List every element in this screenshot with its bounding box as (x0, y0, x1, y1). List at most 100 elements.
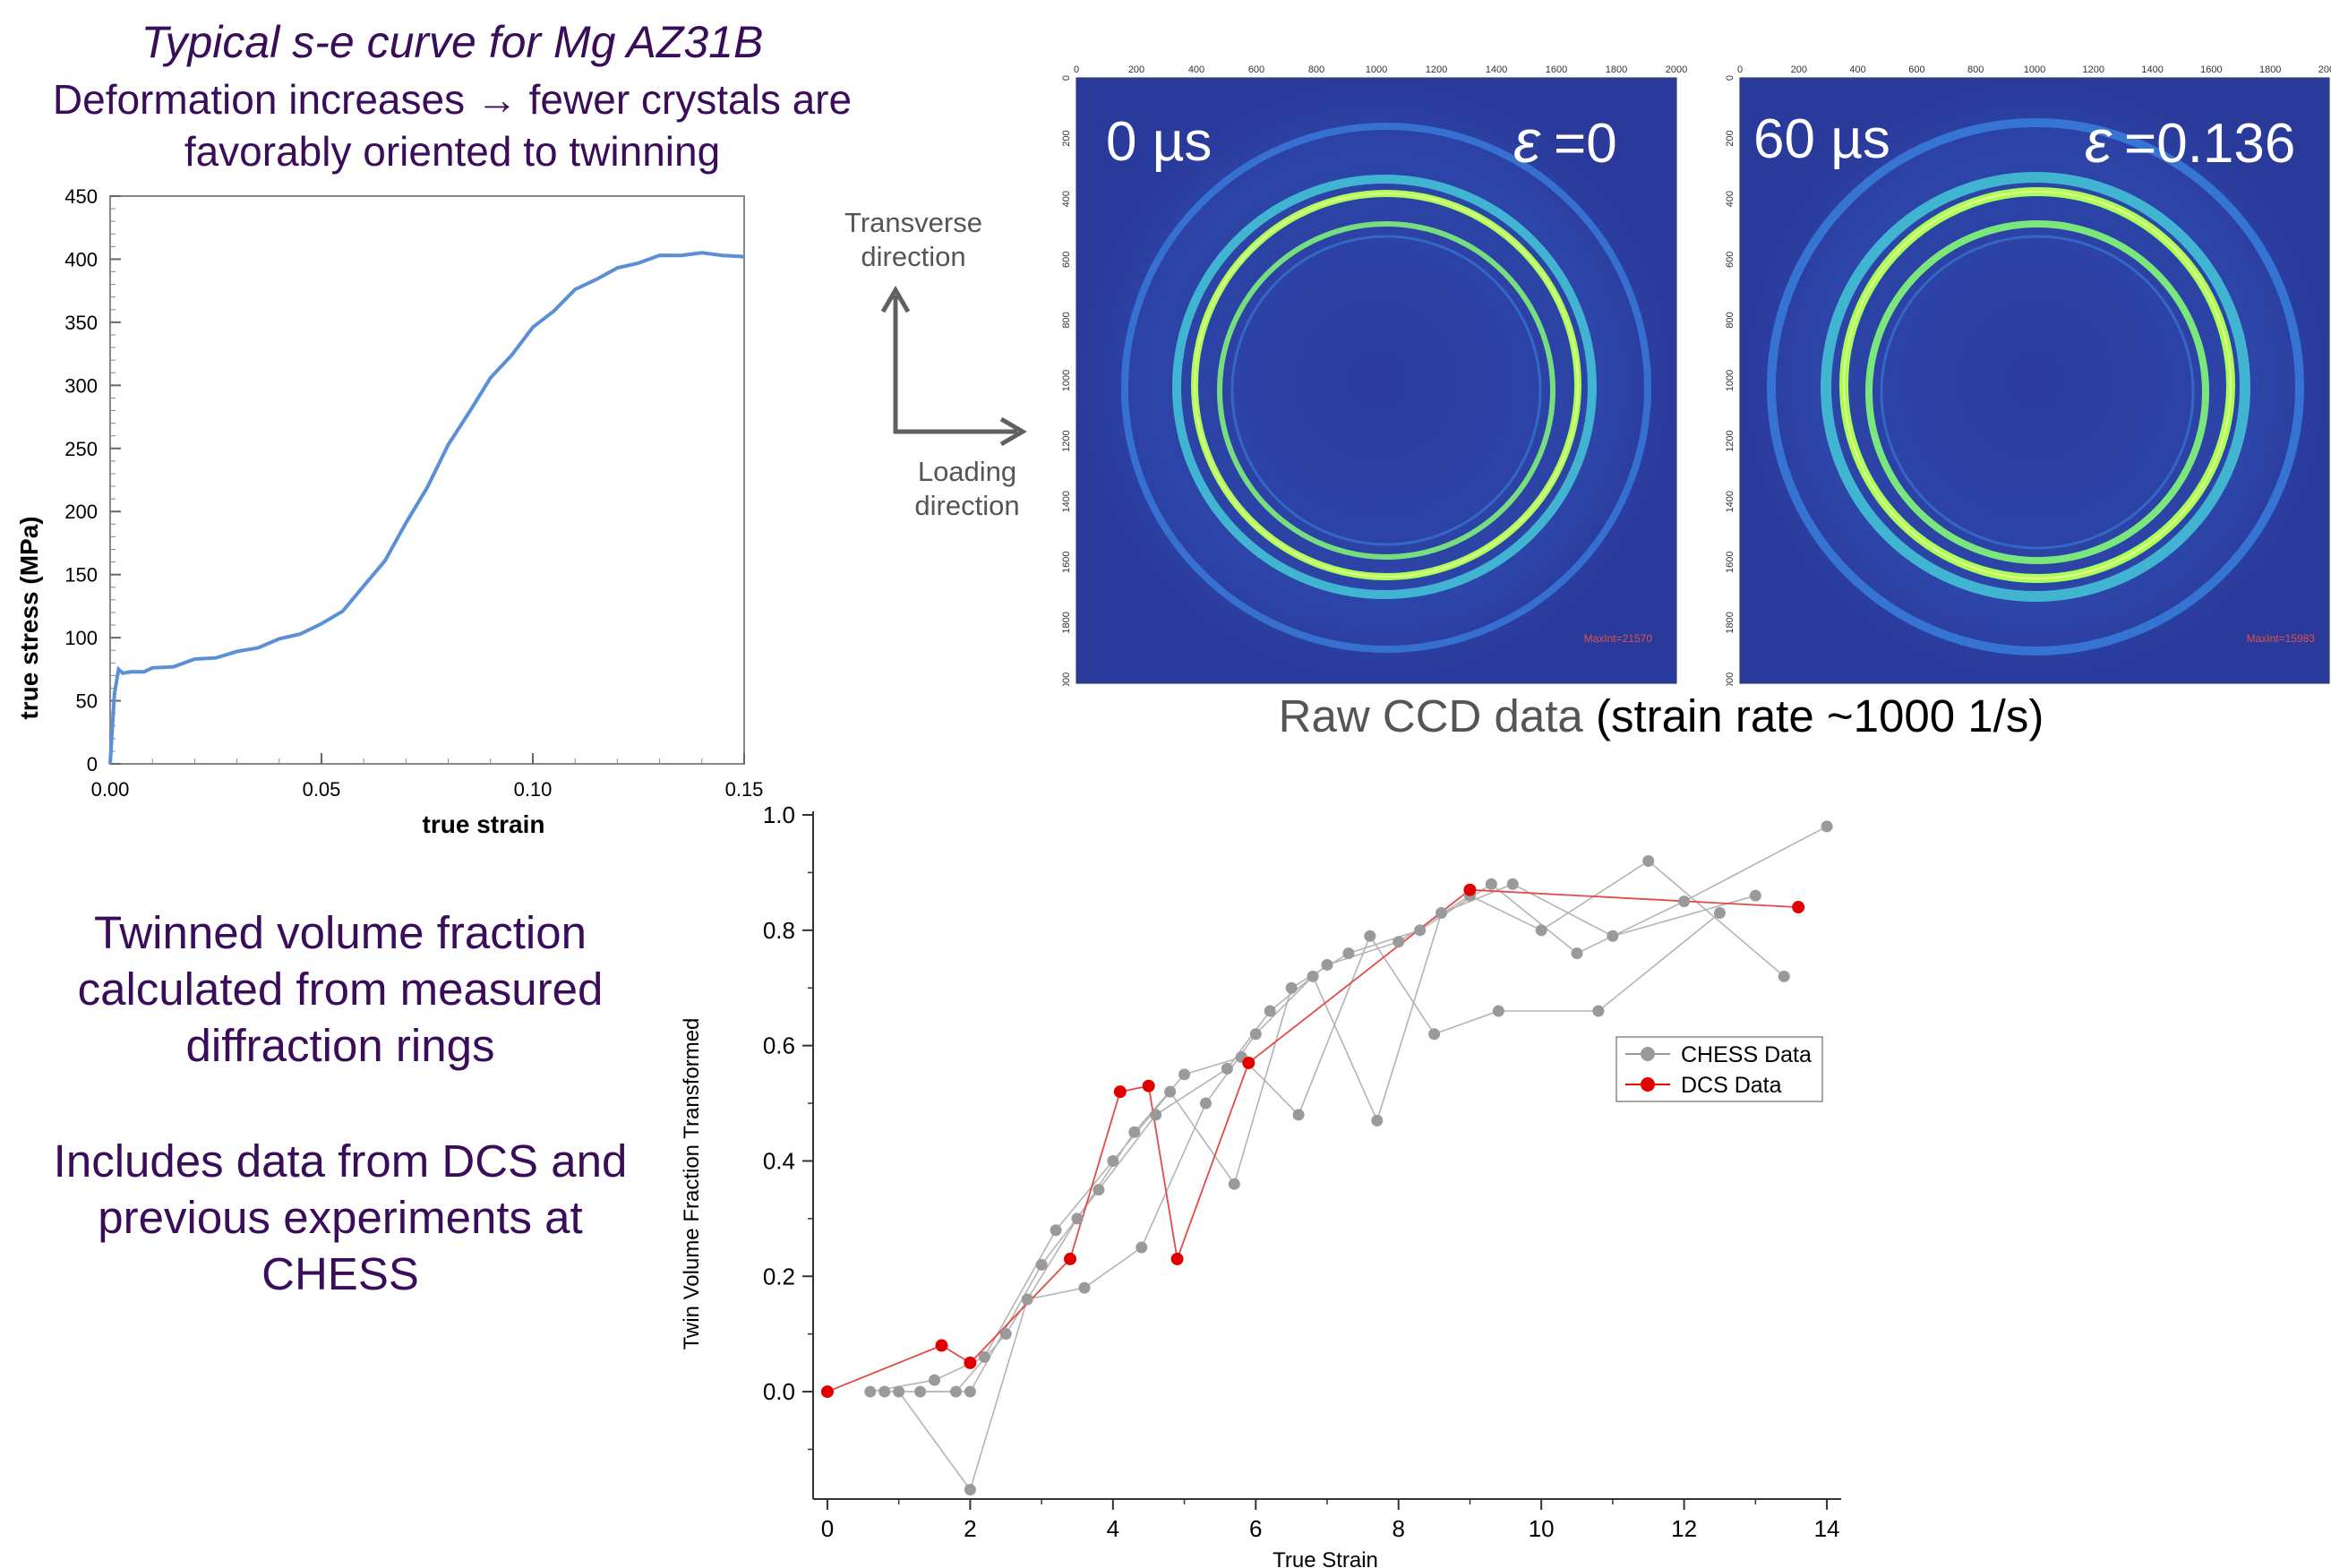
twin-fraction-xtick-label: 12 (1671, 1515, 1697, 1542)
ccd-top-tick: 1800 (2259, 64, 2281, 75)
chess-data-point (978, 1350, 990, 1363)
ccd-top-tick: 1400 (2141, 64, 2163, 75)
dcs-data-point (1113, 1085, 1127, 1099)
stress-strain-ytick-label: 450 (64, 185, 98, 208)
ccd-left-tick: 400 (1725, 191, 1735, 207)
dcs-data-point (1170, 1252, 1184, 1265)
stress-strain-subtitle-line2: favorably oriented to twinning (184, 128, 721, 175)
ccd-left-tick: 1400 (1061, 491, 1072, 512)
ccd-maxint-1: MaxInt=15983 (2247, 632, 2316, 645)
ccd-left-tick: 1000 (1725, 370, 1735, 391)
ccd-left-tick: 800 (1725, 312, 1735, 328)
chess-data-point (1535, 924, 1547, 937)
loading-direction-label: Loading direction (914, 456, 1020, 521)
twin-fraction-ytick-label: 0.4 (763, 1147, 795, 1174)
ccd-left-tick: 1800 (1725, 612, 1735, 633)
ccd-epsilon-value-1: =0.136 (2124, 113, 2295, 175)
twin-fraction-xlabel: True Strain (1273, 1548, 1378, 1568)
ccd-top-tick: 400 (1849, 64, 1865, 75)
ccd-top-tick: 1600 (2200, 64, 2222, 75)
ccd-axis-ticks-1: 00 200 200 400 400 600 600 800 800 1000 1000 1200 12… (1725, 64, 2331, 686)
chess-data-point (914, 1385, 927, 1398)
ccd-left-tick: 600 (1725, 252, 1735, 268)
chess-data-point (1749, 889, 1761, 902)
ccd-epsilon-symbol-0: ε (1513, 107, 1541, 176)
chess-data-point (893, 1385, 905, 1398)
ccd-left-tick: 800 (1061, 312, 1072, 328)
stress-strain-ytick-label: 400 (64, 248, 98, 270)
stress-strain-ytick-label: 250 (64, 438, 98, 460)
ccd-left-tick: 2000 (1725, 673, 1735, 686)
ccd-top-tick: 600 (1908, 64, 1924, 75)
chess-data-point (1607, 930, 1619, 942)
stress-strain-xtick-label: 0.05 (303, 778, 341, 801)
chess-data-point (1592, 1005, 1605, 1017)
chess-data-point (1021, 1293, 1033, 1306)
chess-data-point (1150, 1109, 1162, 1121)
chess-data-point (878, 1385, 891, 1398)
ccd-left-tick: 0 (1061, 75, 1072, 81)
chess-data-point (1128, 1126, 1141, 1138)
chess-data-point (949, 1385, 962, 1398)
twin-fraction-ylabel: Twin Volume Fraction Transformed (680, 1018, 704, 1350)
chess-data-point (1642, 855, 1655, 868)
chess-data-point (1199, 1097, 1212, 1110)
twin-fraction-xtick-label: 6 (1249, 1515, 1262, 1542)
ccd-top-tick: 1000 (2024, 64, 2045, 75)
twin-fraction-ytick-label: 0.8 (763, 917, 795, 944)
ccd-left-tick: 1200 (1725, 430, 1735, 451)
twin-fraction-xtick-label: 0 (821, 1515, 834, 1542)
twin-fraction-xtick-label: 8 (1392, 1515, 1404, 1542)
twin-fraction-ytick-label: 0.0 (763, 1378, 795, 1405)
legend-marker-dcs (1641, 1077, 1655, 1092)
twin-fraction-ytick-label: 1.0 (763, 801, 795, 828)
dcs-data-point (1463, 883, 1477, 896)
ccd-left-tick: 0 (1725, 75, 1735, 81)
ccd-epsilon-symbol-1: ε (2085, 107, 2112, 176)
stress-strain-title: Typical s-e curve for Mg AZ31B (141, 17, 764, 67)
dcs-data-point (1142, 1079, 1155, 1092)
twin-fraction-ytick-label: 0.6 (763, 1032, 795, 1059)
stress-strain-xtick-label: 0.10 (514, 778, 553, 801)
twin-fraction-xtick-label: 2 (964, 1515, 976, 1542)
ccd-left-tick: 600 (1061, 252, 1072, 268)
ccd-time-label-1: 60 µs (1753, 108, 1890, 170)
chess-data-point (1393, 936, 1405, 948)
stress-strain-xlabel: true strain (423, 810, 545, 838)
stress-strain-chart: 0 50 100 150 200 250 300 350 400 450 0.00 0.05 0.10 0… (15, 185, 764, 838)
ccd-top-tick: 800 (1308, 64, 1324, 75)
direction-arrows (880, 286, 1027, 447)
chess-data-point (864, 1385, 877, 1398)
twin-fraction-chart: 0.0 0.2 0.4 0.6 0.8 1.0 0 2 4 6 8 10 12 14 True Strai… (680, 801, 1841, 1568)
twin-fraction-xtick-label: 14 (1814, 1515, 1840, 1542)
twin-fraction-description: Twinned volume fraction calculated from … (77, 907, 604, 1072)
chess-data-point (1228, 1178, 1240, 1190)
transverse-direction-label: Transverse direction (844, 207, 982, 272)
ccd-top-tick: 600 (1248, 64, 1264, 75)
ccd-left-tick: 400 (1061, 191, 1072, 207)
ccd-caption: Raw CCD data (strain rate ~1000 1/s) (1075, 690, 2248, 742)
stress-strain-xtick-label: 0.15 (725, 778, 764, 801)
chess-data-point (929, 1374, 941, 1386)
ccd-left-tick: 1800 (1061, 612, 1072, 633)
chess-data-point (1678, 895, 1691, 908)
chess-data-point (1492, 1005, 1504, 1017)
ccd-left-tick: 1200 (1061, 430, 1072, 451)
ccd-top-tick: 0 (1737, 64, 1743, 75)
chess-data-point (1364, 930, 1376, 942)
chess-connector-line (920, 860, 1785, 1392)
ccd-caption-black: (strain rate ~1000 1/s) (1595, 690, 2044, 741)
ccd-top-tick: 1200 (1426, 64, 1447, 75)
ccd-left-tick: 200 (1725, 130, 1735, 146)
stress-strain-ytick-label: 200 (64, 501, 98, 523)
stress-strain-subtitle-line1: Deformation increases → fewer crystals a… (52, 76, 853, 123)
dcs-data-point (935, 1339, 948, 1352)
ccd-top-tick: 1800 (1606, 64, 1627, 75)
ccd-top-tick: 1000 (1366, 64, 1387, 75)
chess-data-point (1428, 1028, 1441, 1041)
legend-label-dcs: DCS Data (1681, 1073, 1782, 1098)
chess-data-point (1307, 970, 1319, 982)
ccd-epsilon-value-0: =0 (1554, 113, 1617, 175)
twin-fraction-xtick-label: 4 (1107, 1515, 1119, 1542)
ccd-top-tick: 1400 (1486, 64, 1507, 75)
